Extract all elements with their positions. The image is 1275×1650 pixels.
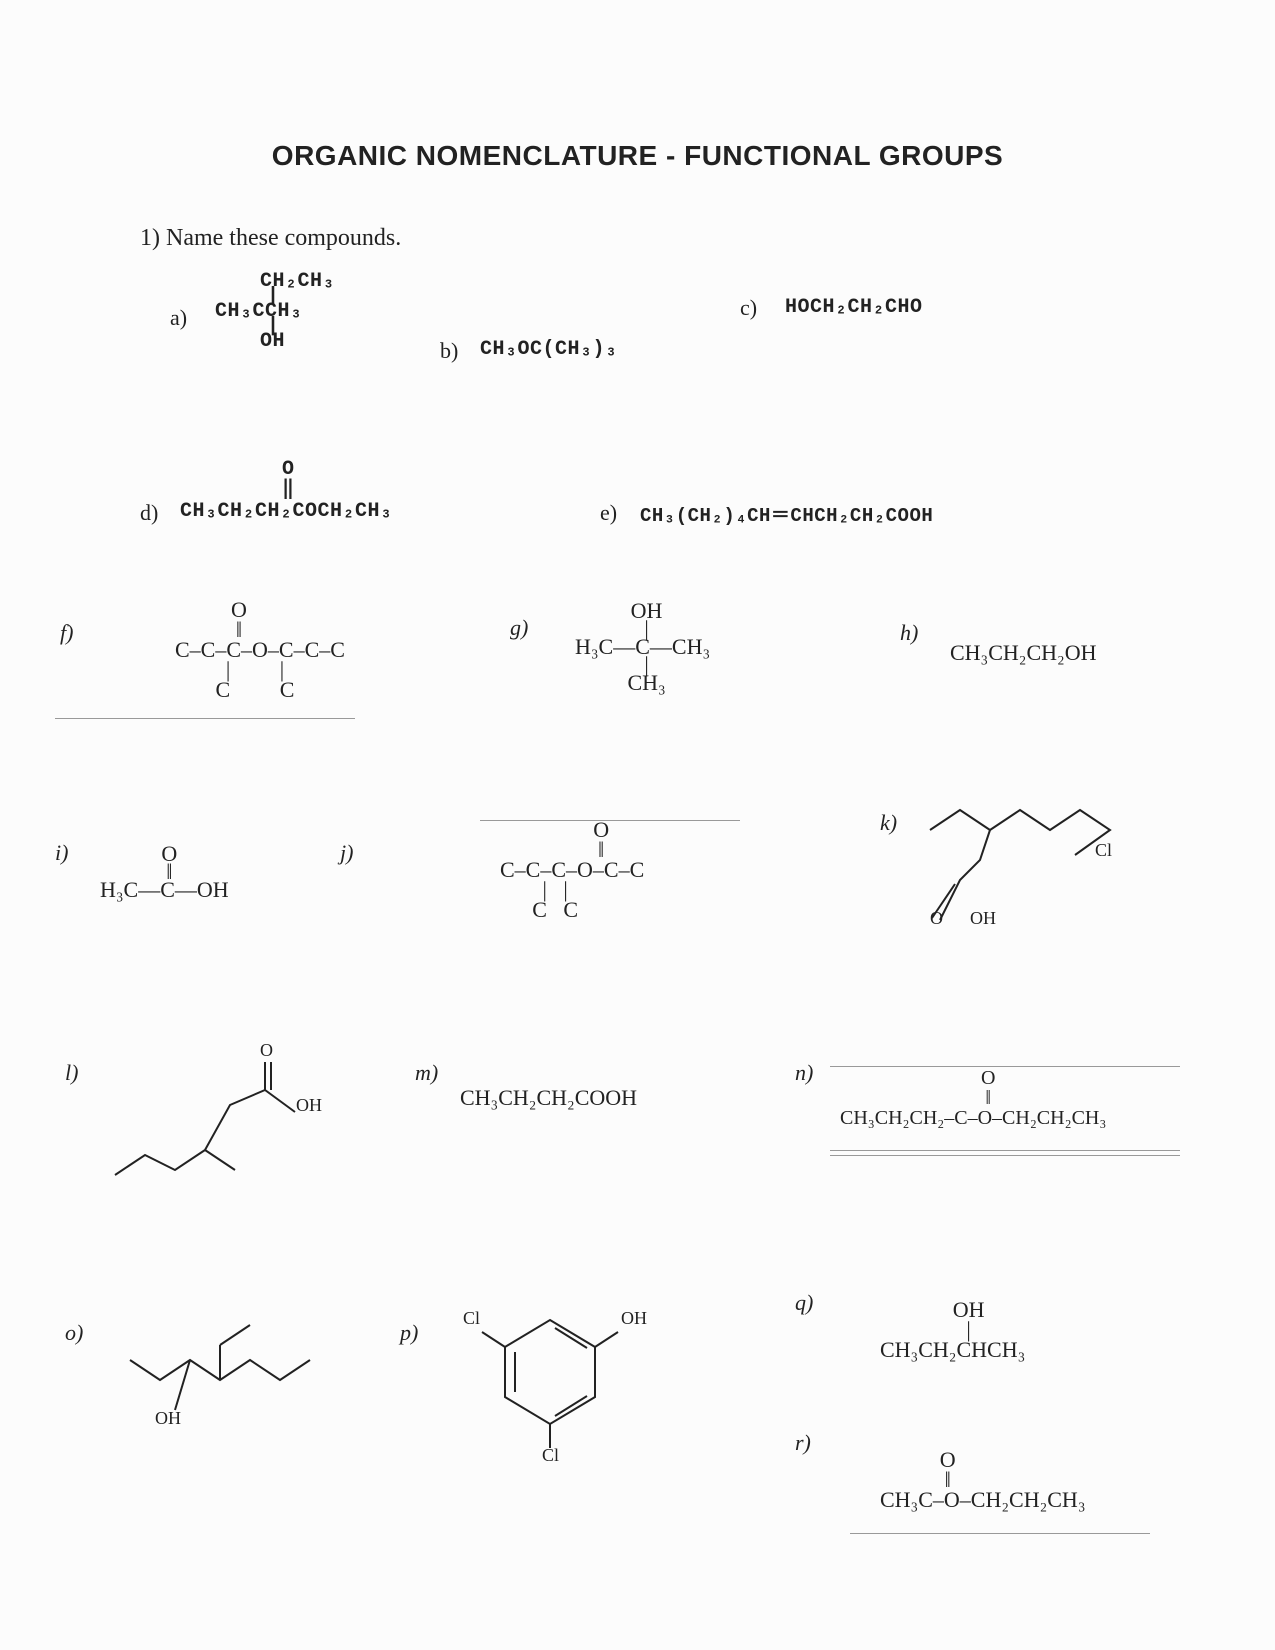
compound-g: OH | H₃C—C—CH₃ | CH₃ [575,600,710,694]
compound-l-o: O [260,1040,273,1061]
compound-o-oh: OH [155,1408,181,1429]
bond-a1: | [267,285,280,308]
label-n: n) [795,1060,813,1086]
compound-p-cl2: Cl [542,1445,559,1466]
rule-f [55,718,355,719]
label-a: a) [170,305,187,331]
compound-l-oh: OH [296,1095,322,1116]
compound-f: O ‖ C–C–C–O–C–C–C | | C C [175,600,345,700]
compound-a-line2: CH₃CCH₃ [215,300,303,323]
compound-k-o: O [930,908,943,929]
label-g: g) [510,615,528,641]
compound-b: CH₃OC(CH₃)₃ [480,338,618,361]
rule-n-bot1 [830,1150,1180,1151]
rule-n-top [830,1066,1180,1067]
compound-r: O ‖ CH₃C–O–CH₂CH₂CH₃ [880,1450,1086,1510]
compound-m: CH₃CH₂CH₂COOH [460,1085,637,1111]
rule-j [480,820,740,821]
label-o: o) [65,1320,83,1346]
label-m: m) [415,1060,438,1086]
bond-a2: | [267,315,280,338]
label-d: d) [140,500,158,526]
compound-c: HOCH₂CH₂CHO [785,296,923,319]
compound-k-oh: OH [970,908,996,929]
rule-r [850,1533,1150,1534]
label-b: b) [440,338,458,364]
compound-q: OH | CH₃CH₂CHCH₃ [880,1300,1025,1360]
label-k: k) [880,810,897,836]
label-h: h) [900,620,918,646]
compound-p-oh: OH [621,1308,647,1329]
label-f: f) [60,620,73,646]
label-l: l) [65,1060,78,1086]
compound-p-cl1: Cl [463,1308,480,1329]
label-c: c) [740,295,757,321]
compound-l-structure [100,1050,320,1200]
compound-p-structure [460,1300,640,1460]
compound-d: CH₃CH₂CH₂COCH₂CH₃ [180,500,393,523]
label-r: r) [795,1430,811,1456]
page: ORGANIC NOMENCLATURE - FUNCTIONAL GROUPS… [0,0,1275,1650]
compound-o-structure [120,1300,330,1440]
label-p: p) [400,1320,418,1346]
rule-n-bot2 [830,1155,1180,1156]
compound-d-O: O [282,458,295,481]
label-i: i) [55,840,68,866]
label-j: j) [340,840,353,866]
compound-e: CH₃(CH₂)₄CH＝CHCH₂CH₂COOH [640,500,933,527]
compound-k-cl: Cl [1095,840,1112,861]
compound-j: O ‖ C–C–C–O–C–C | | C C [500,820,644,920]
question-prompt: 1) Name these compounds. [140,225,401,252]
label-q: q) [795,1290,813,1316]
label-e: e) [600,500,617,526]
compound-h: CH₃CH₂CH₂OH [950,640,1096,666]
page-title: ORGANIC NOMENCLATURE - FUNCTIONAL GROUPS [0,140,1275,172]
compound-i: O ‖ H₃C—C—OH [100,845,229,899]
compound-n: O ‖ CH₃CH₂CH₂–C–O–CH₂CH₂CH₃ [840,1068,1106,1128]
